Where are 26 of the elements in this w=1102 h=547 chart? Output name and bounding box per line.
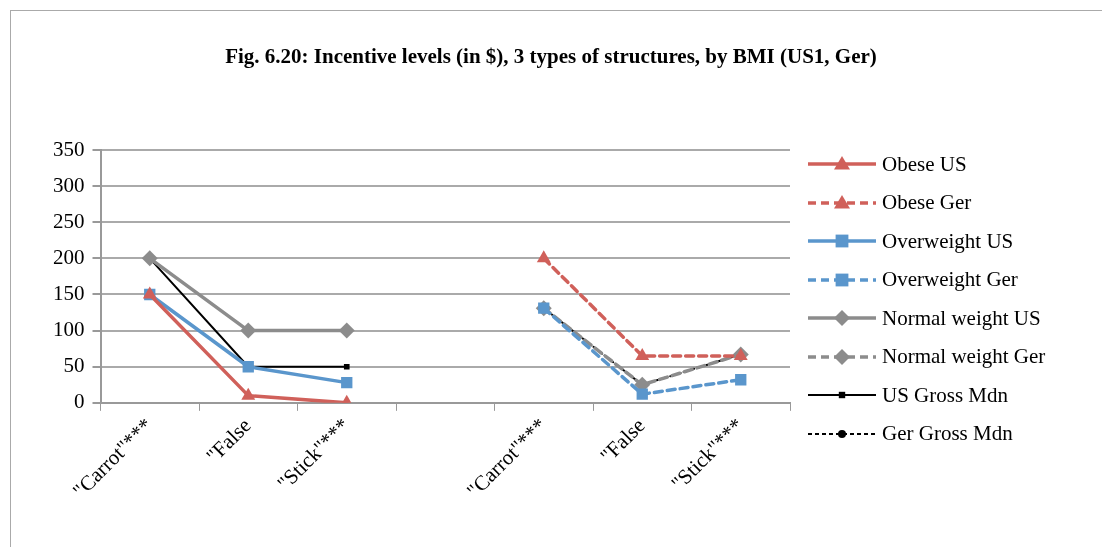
legend-label: Overweight US [882, 228, 1014, 254]
point [141, 250, 158, 267]
point [735, 374, 747, 386]
point [338, 322, 355, 339]
y-tick-label: 150 [53, 281, 85, 305]
y-tick-label: 350 [53, 136, 85, 161]
legend-label: Normal weight Ger [882, 344, 1046, 370]
legend-label: Normal weight US [882, 305, 1041, 331]
y-tick-label: 100 [53, 317, 85, 342]
legend-label: Ger Gross Mdn [882, 421, 1013, 447]
legend-label: Overweight Ger [882, 267, 1018, 293]
y-tick-label: 200 [53, 244, 85, 269]
y-tick-label: 250 [53, 208, 85, 233]
point [341, 376, 353, 389]
legend-label: Obese US [882, 151, 967, 177]
point [636, 388, 648, 400]
point [536, 250, 551, 263]
chart-title: Fig. 6.20: Incentive levels (in $), 3 types of structures, by BMI (US1, Ger) [224, 44, 878, 69]
point [240, 322, 257, 339]
y-tick-label: 50 [63, 353, 85, 378]
legend-label: Obese Ger [882, 190, 972, 216]
point [343, 363, 350, 370]
y-tick-label: 0 [74, 389, 85, 414]
y-tick-label: 300 [53, 172, 85, 197]
point [241, 387, 256, 400]
legend-label: US Gross Mdn [882, 382, 1009, 408]
